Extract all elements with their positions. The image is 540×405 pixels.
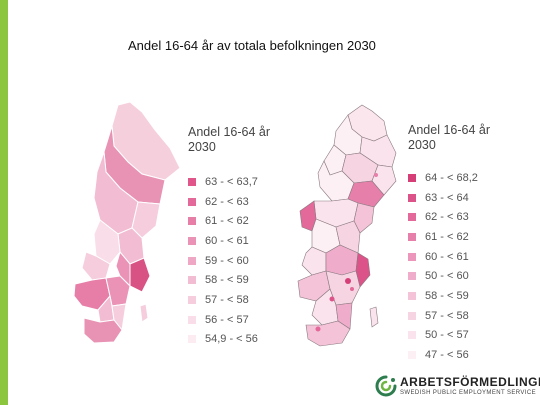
county-gotland bbox=[139, 303, 149, 323]
legend-item: 63 - < 63,7 bbox=[188, 172, 258, 192]
municipality-region bbox=[353, 202, 375, 234]
legend-swatch bbox=[408, 311, 416, 320]
logo-subtitle: SWEDISH PUBLIC EMPLOYMENT SERVICE bbox=[400, 390, 537, 396]
county-stockholm bbox=[129, 257, 151, 293]
legend-swatch bbox=[188, 276, 196, 285]
legend-item: 63 - < 64 bbox=[408, 188, 478, 208]
legend-swatch bbox=[188, 197, 196, 206]
logo-name: ARBETSFÖRMEDLINGEN bbox=[400, 375, 540, 389]
legend-item: 60 - < 61 bbox=[188, 231, 258, 251]
legend-item: 47 - < 56 bbox=[408, 345, 478, 365]
municipality-highlight bbox=[350, 287, 354, 291]
municipality-highlight bbox=[345, 278, 351, 284]
legend-swatch bbox=[408, 173, 416, 182]
legend-item: 59 - < 60 bbox=[188, 251, 258, 271]
municipality-region bbox=[305, 320, 351, 347]
legend-swatch bbox=[408, 213, 416, 222]
municipality-highlight bbox=[315, 326, 321, 332]
legend-swatch bbox=[188, 177, 196, 186]
legend-swatch bbox=[408, 291, 416, 300]
legend-swatch bbox=[188, 295, 196, 304]
county-vasternorrland bbox=[131, 201, 161, 239]
accent-bar bbox=[0, 0, 8, 405]
legend-swatch bbox=[408, 193, 416, 202]
legend-swatch bbox=[408, 331, 416, 340]
legend-item: 64 - < 68,2 bbox=[408, 168, 478, 188]
legend-item: 62 - < 63 bbox=[408, 207, 478, 227]
slide-title: Andel 16-64 år av totala befolkningen 20… bbox=[128, 38, 376, 53]
legend-swatch bbox=[408, 351, 416, 360]
logo-dot bbox=[391, 378, 395, 382]
logo-swirl-inner bbox=[380, 380, 392, 392]
legend-item: 54,9 - < 56 bbox=[188, 330, 258, 350]
legend-item: 56 - < 57 bbox=[188, 310, 258, 330]
county-skane bbox=[83, 317, 123, 344]
right-legend-title: Andel 16-64 år 2030 bbox=[408, 123, 491, 152]
legend-swatch bbox=[188, 335, 196, 344]
arbetsformedlingen-logo: ARBETSFÖRMEDLINGEN SWEDISH PUBLIC EMPLOY… bbox=[375, 374, 540, 400]
legend-swatch bbox=[188, 256, 196, 265]
af-swirl-icon bbox=[375, 375, 397, 397]
legend-swatch bbox=[408, 232, 416, 241]
legend-item: 61 - < 62 bbox=[408, 227, 478, 247]
legend-item: 50 - < 60 bbox=[408, 266, 478, 286]
sweden-county-map bbox=[73, 101, 181, 344]
legend-item: 50 - < 57 bbox=[408, 326, 478, 346]
legend-swatch bbox=[188, 315, 196, 324]
municipality-region bbox=[301, 246, 327, 276]
legend-swatch bbox=[188, 217, 196, 226]
legend-item: 60 - < 61 bbox=[408, 247, 478, 267]
municipality-highlight bbox=[374, 173, 378, 177]
legend-item: 61 - < 62 bbox=[188, 211, 258, 231]
municipality-region bbox=[371, 164, 397, 196]
legend-swatch bbox=[408, 252, 416, 261]
legend-item: 62 - < 63 bbox=[188, 192, 258, 212]
municipality-region bbox=[335, 220, 361, 254]
left-legend-title: Andel 16-64 år 2030 bbox=[188, 125, 271, 154]
legend-item: 57 - < 58 bbox=[408, 306, 478, 326]
legend-item: 58 - < 59 bbox=[408, 286, 478, 306]
right-legend: 64 - < 68,2 63 - < 64 62 - < 63 61 - < 6… bbox=[408, 168, 478, 365]
left-legend: 63 - < 63,7 62 - < 63 61 - < 62 60 - < 6… bbox=[188, 172, 258, 349]
legend-item: 58 - < 59 bbox=[188, 270, 258, 290]
legend-swatch bbox=[408, 272, 416, 281]
sweden-municipality-map bbox=[297, 104, 397, 347]
municipality-highlight bbox=[329, 296, 335, 302]
logo-swirl-outer bbox=[375, 375, 397, 397]
legend-item: 57 - < 58 bbox=[188, 290, 258, 310]
municipality-region bbox=[369, 306, 379, 328]
legend-swatch bbox=[188, 236, 196, 245]
